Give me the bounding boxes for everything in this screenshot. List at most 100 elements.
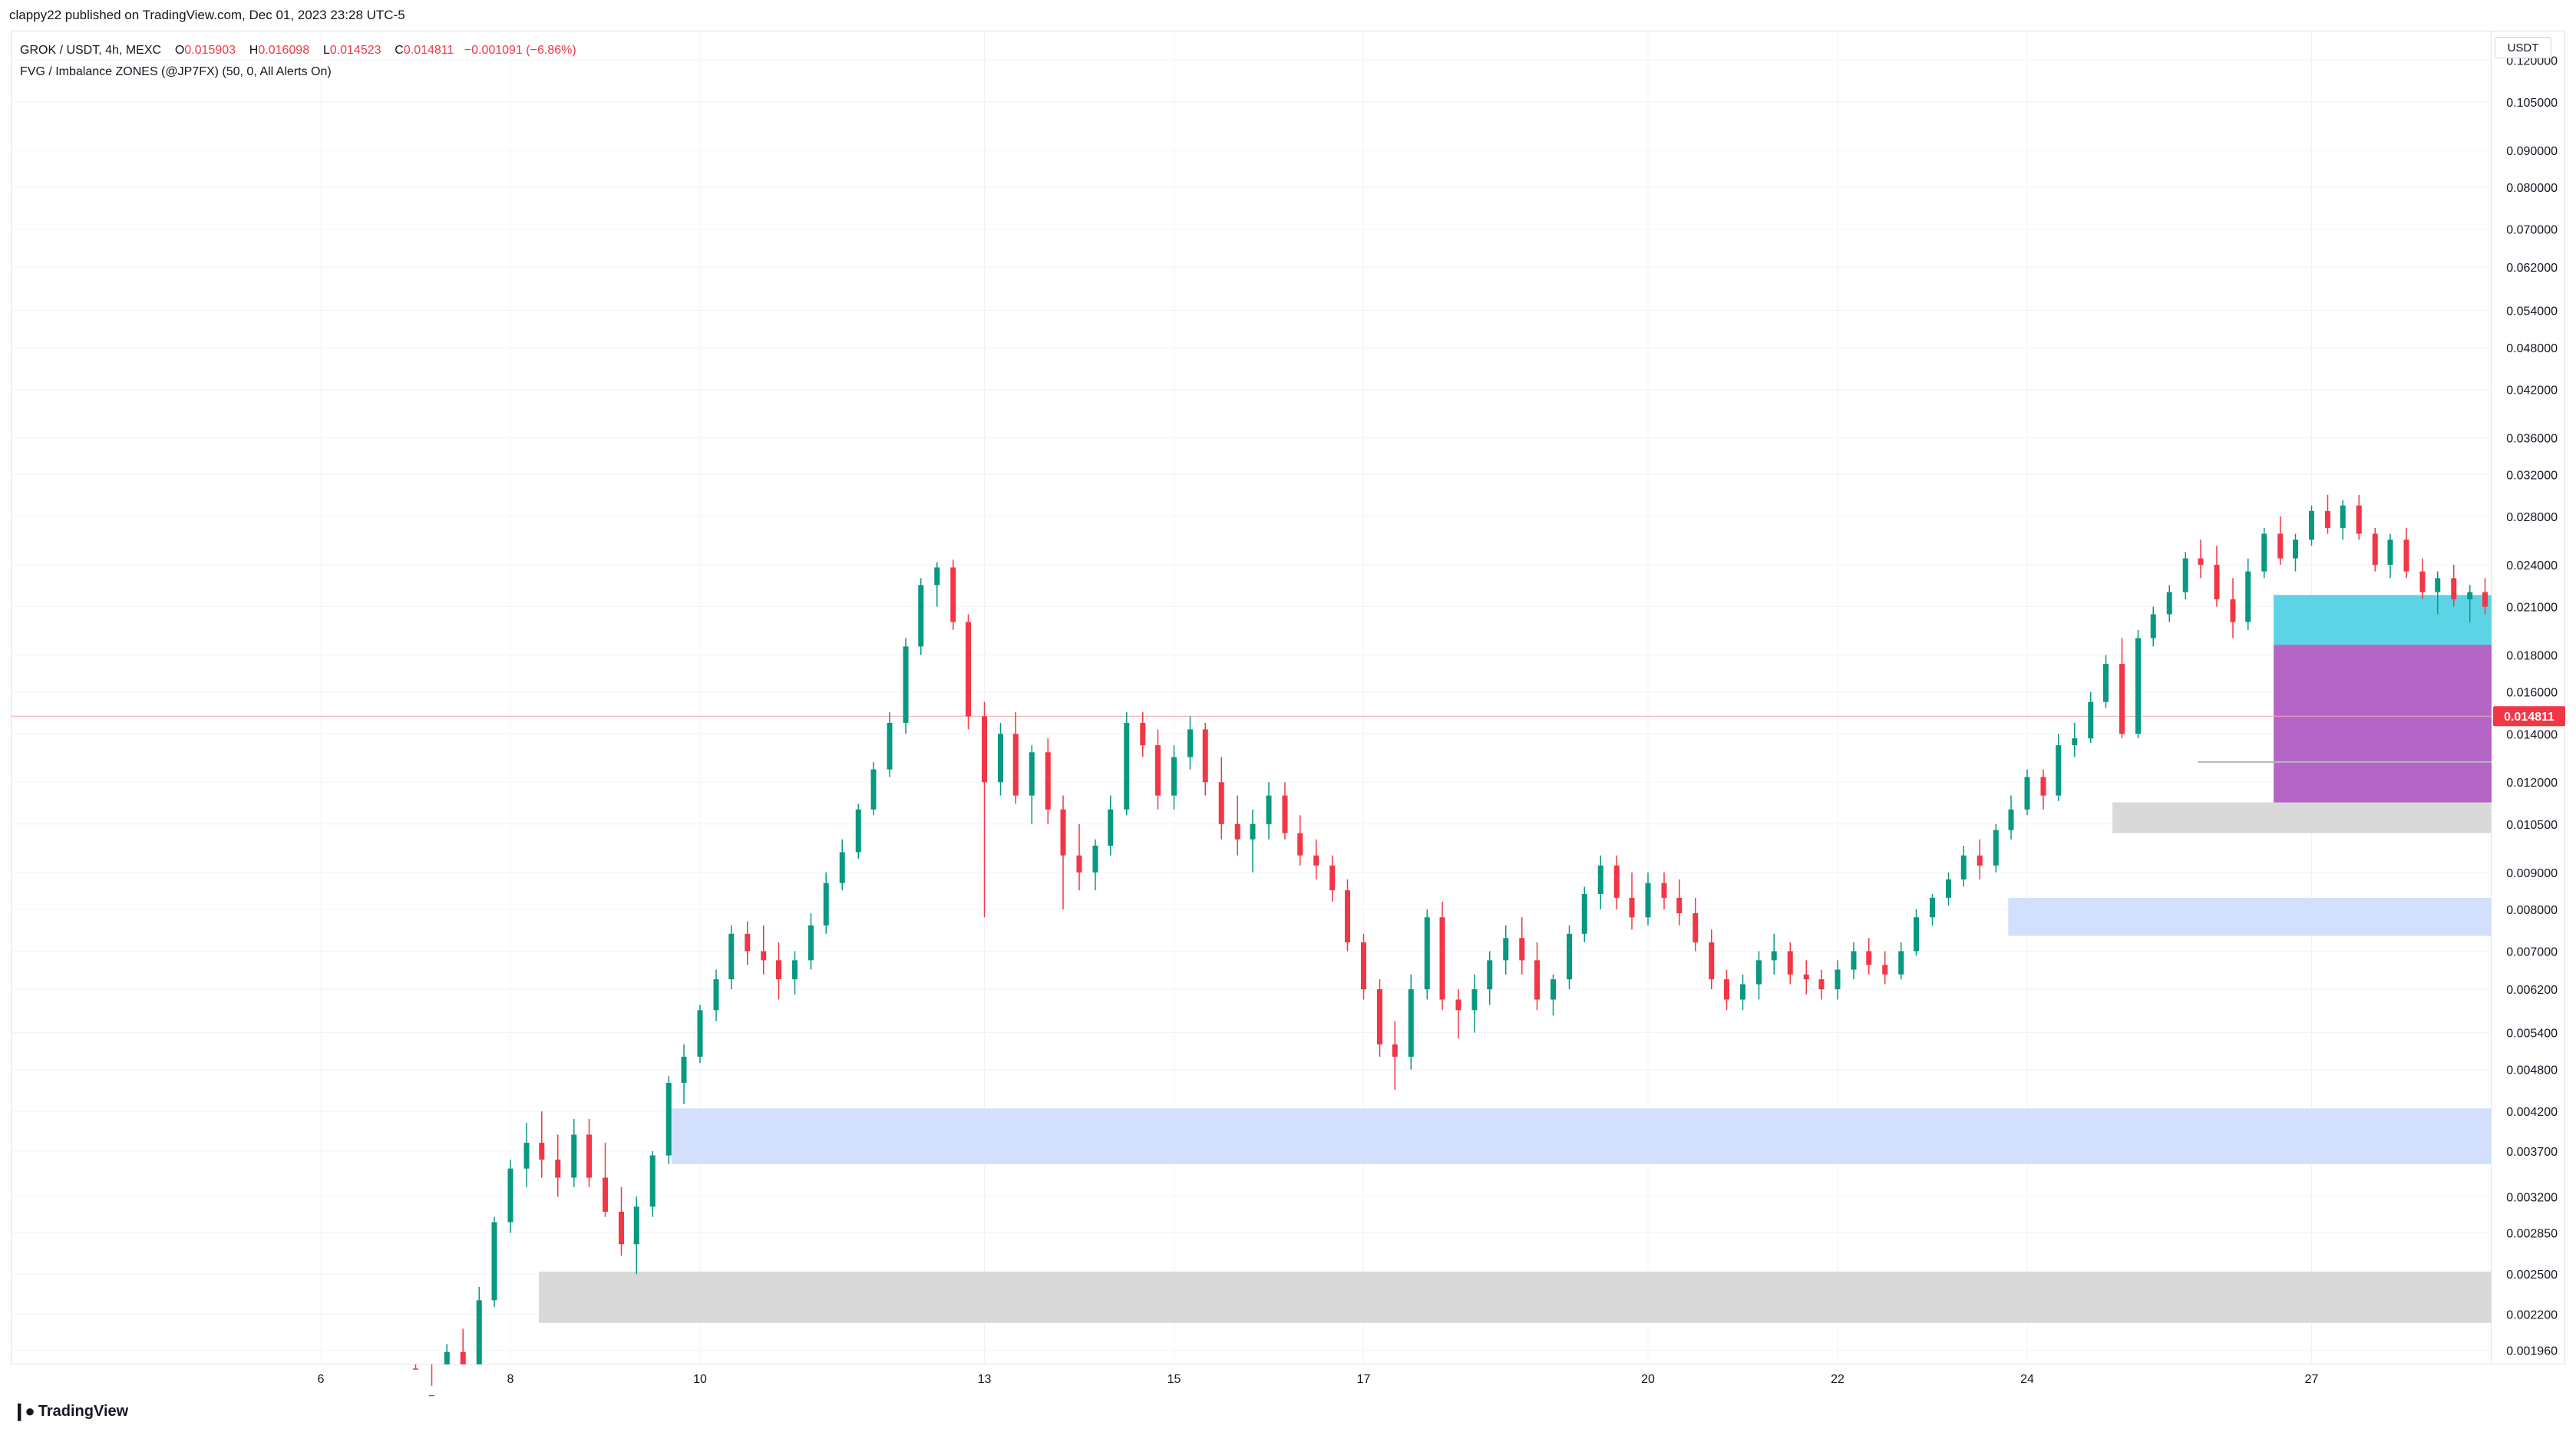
y-tick-label: 0.003200 — [2506, 1191, 2558, 1204]
candle-body — [460, 1351, 466, 1364]
candle-body — [2387, 539, 2393, 566]
candle-body — [2403, 539, 2409, 572]
candle-body — [665, 1083, 672, 1156]
candle-body — [1076, 855, 1082, 873]
y-tick-label: 0.001960 — [2506, 1345, 2558, 1358]
candle-body — [491, 1222, 497, 1301]
candle-body — [586, 1134, 593, 1178]
candle-body — [855, 809, 861, 853]
candle-body — [507, 1168, 514, 1222]
candle-body — [1029, 752, 1035, 796]
candle-body — [887, 722, 893, 770]
close-value: 0.014811 — [403, 44, 454, 57]
candle-body — [2103, 664, 2109, 702]
low-value: 0.014523 — [329, 44, 381, 57]
candle-body — [2451, 578, 2457, 599]
candle-body — [1376, 989, 1382, 1044]
candle-body — [807, 925, 814, 961]
candle-body — [1392, 1044, 1398, 1057]
candle-body — [1424, 917, 1430, 990]
zone-fvg-gray-1 — [2112, 802, 2492, 833]
candle-body — [1755, 960, 1762, 985]
candle-body — [1960, 855, 1967, 879]
candle-body — [2277, 533, 2284, 559]
indicator-legend[interactable]: FVG / Imbalance ZONES (@JP7FX) (50, 0, A… — [20, 65, 332, 78]
last-price-label: 0.014811 — [2504, 711, 2555, 724]
candle-body — [1851, 951, 1857, 970]
candle-body — [476, 1300, 482, 1364]
candle-body — [1709, 942, 1715, 980]
candle-body — [2372, 533, 2378, 566]
candle-body — [413, 1368, 418, 1370]
candle-body — [1124, 722, 1130, 810]
candle-body — [2340, 505, 2346, 528]
y-tick-label: 0.014000 — [2506, 728, 2558, 741]
candle-body — [2356, 505, 2362, 534]
x-tick-label: 22 — [1831, 1373, 1844, 1386]
publish-header: clappy22 published on TradingView.com, D… — [9, 8, 405, 22]
candle-body — [2467, 592, 2473, 599]
candle-body — [1234, 823, 1240, 840]
candle-body — [1187, 729, 1193, 757]
candle-body — [1551, 979, 1556, 1000]
y-tick-label: 0.024000 — [2506, 559, 2558, 572]
x-tick-label: 10 — [693, 1373, 707, 1386]
candle-body — [1724, 979, 1730, 1000]
currency-unit-button[interactable]: USDT — [2495, 37, 2551, 58]
candle-body — [728, 933, 735, 980]
candle-body — [2198, 558, 2204, 566]
tradingview-logo[interactable]: ❙● TradingView — [12, 1401, 128, 1421]
candle-body — [1693, 913, 1699, 942]
candle-body — [539, 1143, 545, 1160]
candle-body — [1866, 951, 1872, 965]
tradingview-logo-icon: ❙● — [12, 1401, 35, 1420]
candle-body — [1519, 938, 1525, 961]
candle-body — [1930, 897, 1935, 918]
y-tick-label: 0.002200 — [2506, 1308, 2558, 1321]
candle-body — [745, 933, 751, 952]
candle-body — [1835, 969, 1841, 990]
candle-body — [444, 1351, 450, 1364]
candle-body — [428, 1394, 434, 1397]
candle-body — [1597, 865, 1603, 894]
candle-body — [1455, 999, 1461, 1011]
candle-body — [2088, 701, 2094, 739]
y-tick-label: 0.054000 — [2506, 305, 2558, 318]
candle-body — [2482, 592, 2488, 607]
price-axis[interactable] — [2492, 31, 2565, 1364]
candle-body — [982, 716, 987, 783]
candle-body — [2182, 558, 2188, 592]
candle-body — [2135, 638, 2141, 734]
candle-body — [950, 567, 956, 622]
symbol-label[interactable]: GROK / USDT, 4h, MEXC — [20, 44, 162, 57]
open-label: O — [174, 44, 185, 57]
candle-body — [1629, 897, 1635, 918]
candle-body — [1282, 795, 1288, 833]
candle-body — [823, 883, 829, 926]
candle-body — [1676, 897, 1683, 914]
candle-body — [1345, 890, 1351, 942]
candle-body — [2245, 571, 2251, 622]
candle-body — [1012, 734, 1019, 796]
low-label: L — [322, 44, 330, 57]
candle-body — [997, 734, 1003, 783]
candle-body — [1645, 883, 1651, 918]
candle-body — [1803, 974, 1809, 980]
y-tick-label: 0.062000 — [2506, 262, 2558, 275]
candle-body — [2024, 777, 2030, 810]
zone-fvg-blue-2 — [671, 1108, 2492, 1164]
candle-body — [2435, 578, 2441, 592]
candle-body — [2261, 533, 2267, 572]
tradingview-logo-text: TradingView — [38, 1402, 129, 1420]
y-tick-label: 0.004800 — [2506, 1064, 2558, 1077]
x-tick-label: 24 — [2020, 1373, 2034, 1386]
y-tick-label: 0.007000 — [2506, 945, 2558, 959]
candle-body — [1882, 965, 1888, 975]
candle-body — [2056, 745, 2062, 796]
candle-body — [697, 1010, 703, 1057]
candle-body — [2230, 599, 2236, 622]
candle-body — [523, 1143, 530, 1169]
y-tick-label: 0.032000 — [2506, 469, 2558, 482]
candle-body — [2324, 510, 2330, 528]
y-tick-label: 0.006200 — [2506, 984, 2558, 997]
